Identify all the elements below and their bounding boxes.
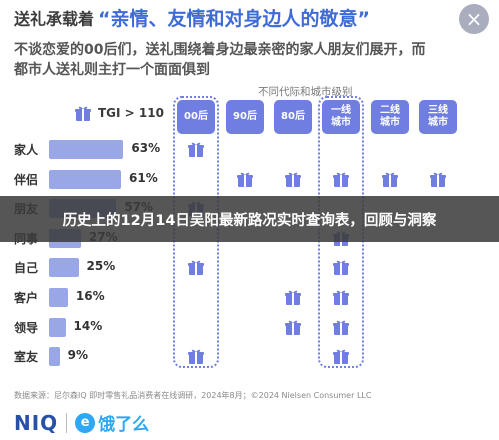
relationship-bar [49,347,60,367]
row-label: 家人 [14,143,39,157]
gift-icon [381,170,399,188]
subtitle: 不谈恋爱的00后们，送礼围绕着身边最亲密的家人朋友们展开，而都市人送礼则主打一个… [14,42,426,78]
eleme-mark-icon: e [75,412,96,433]
tgi-legend: TGI > 110 [74,104,164,122]
tgi-legend-text: TGI > 110 [98,106,164,120]
gift-icon [332,258,350,276]
header-lead: 送礼承载着 [14,9,95,29]
bar-value: 63% [131,141,161,155]
column-header: 二线 城市 [371,100,409,134]
column-header: 00后 [177,100,215,134]
bar-value: 16% [75,289,105,303]
close-button[interactable]: × [459,4,489,34]
column-header-line1: 二线 [380,105,400,116]
relationship-bar [49,169,122,189]
gift-icon [236,170,254,188]
column-header-line1: 90后 [233,111,257,122]
category-caption: 不同代际和城市级别 [258,86,353,98]
logo-divider [66,412,68,433]
gift-icon [284,288,302,306]
relationship-bar [49,317,66,337]
gift-icon [284,318,302,336]
relationship-bar [49,258,79,278]
bar-value: 9% [67,348,88,363]
gift-icon [332,170,350,188]
column-header-line2: 城市 [380,117,400,128]
gift-icon [429,170,447,188]
column-header-line2: 城市 [331,117,351,128]
column-header: 90后 [226,100,264,134]
column-header: 80后 [274,100,312,134]
row-label: 领导 [14,320,39,335]
source-note: 数据来源：尼尔森IQ 即时零售礼品消费者在线调研，2024年8月；©2024 N… [14,391,372,400]
row-label: 客户 [14,291,39,305]
bar-value: 14% [73,318,103,333]
column-header: 一线 城市 [322,100,360,134]
bar-value: 61% [129,170,158,185]
column-header-line1: 80后 [281,111,305,122]
gift-icon [187,347,205,365]
row-label: 伴侣 [14,172,39,187]
gift-icon [284,170,302,188]
bar-value: 25% [86,259,116,274]
column-header-line1: 三线 [428,105,448,116]
article-title: 历史上的12月14日吴阳最新路况实时查询表，回顾与洞察 [62,212,437,229]
eleme-wordmark: 饿了么 [98,415,150,435]
eleme-logo: e 饿了么 [75,410,149,435]
gift-icon [332,288,350,306]
row-label: 室友 [14,350,39,365]
relationship-bar [49,288,68,307]
gift-icon [187,140,205,158]
close-icon: × [465,7,483,31]
relationship-bar [49,140,124,159]
niq-logo: NIQ [14,410,59,435]
row-label: 自己 [14,261,39,276]
article-title-banner[interactable]: 历史上的12月14日吴阳最新路况实时查询表，回顾与洞察 [0,196,499,242]
column-header-line1: 00后 [184,111,208,122]
header: 送礼承载着 “亲情、友情和对身边人的敬意” [14,4,370,31]
header-quote: “亲情、友情和对身边人的敬意” [98,8,370,30]
gift-icon [75,106,91,121]
gift-icon [187,258,205,276]
column-header-line2: 城市 [428,117,448,128]
brand-footer: NIQ e 饿了么 [14,410,149,436]
gift-icon [332,347,350,365]
gift-icon [332,318,350,336]
column-header: 三线 城市 [419,100,457,134]
column-header-line1: 一线 [331,105,351,116]
